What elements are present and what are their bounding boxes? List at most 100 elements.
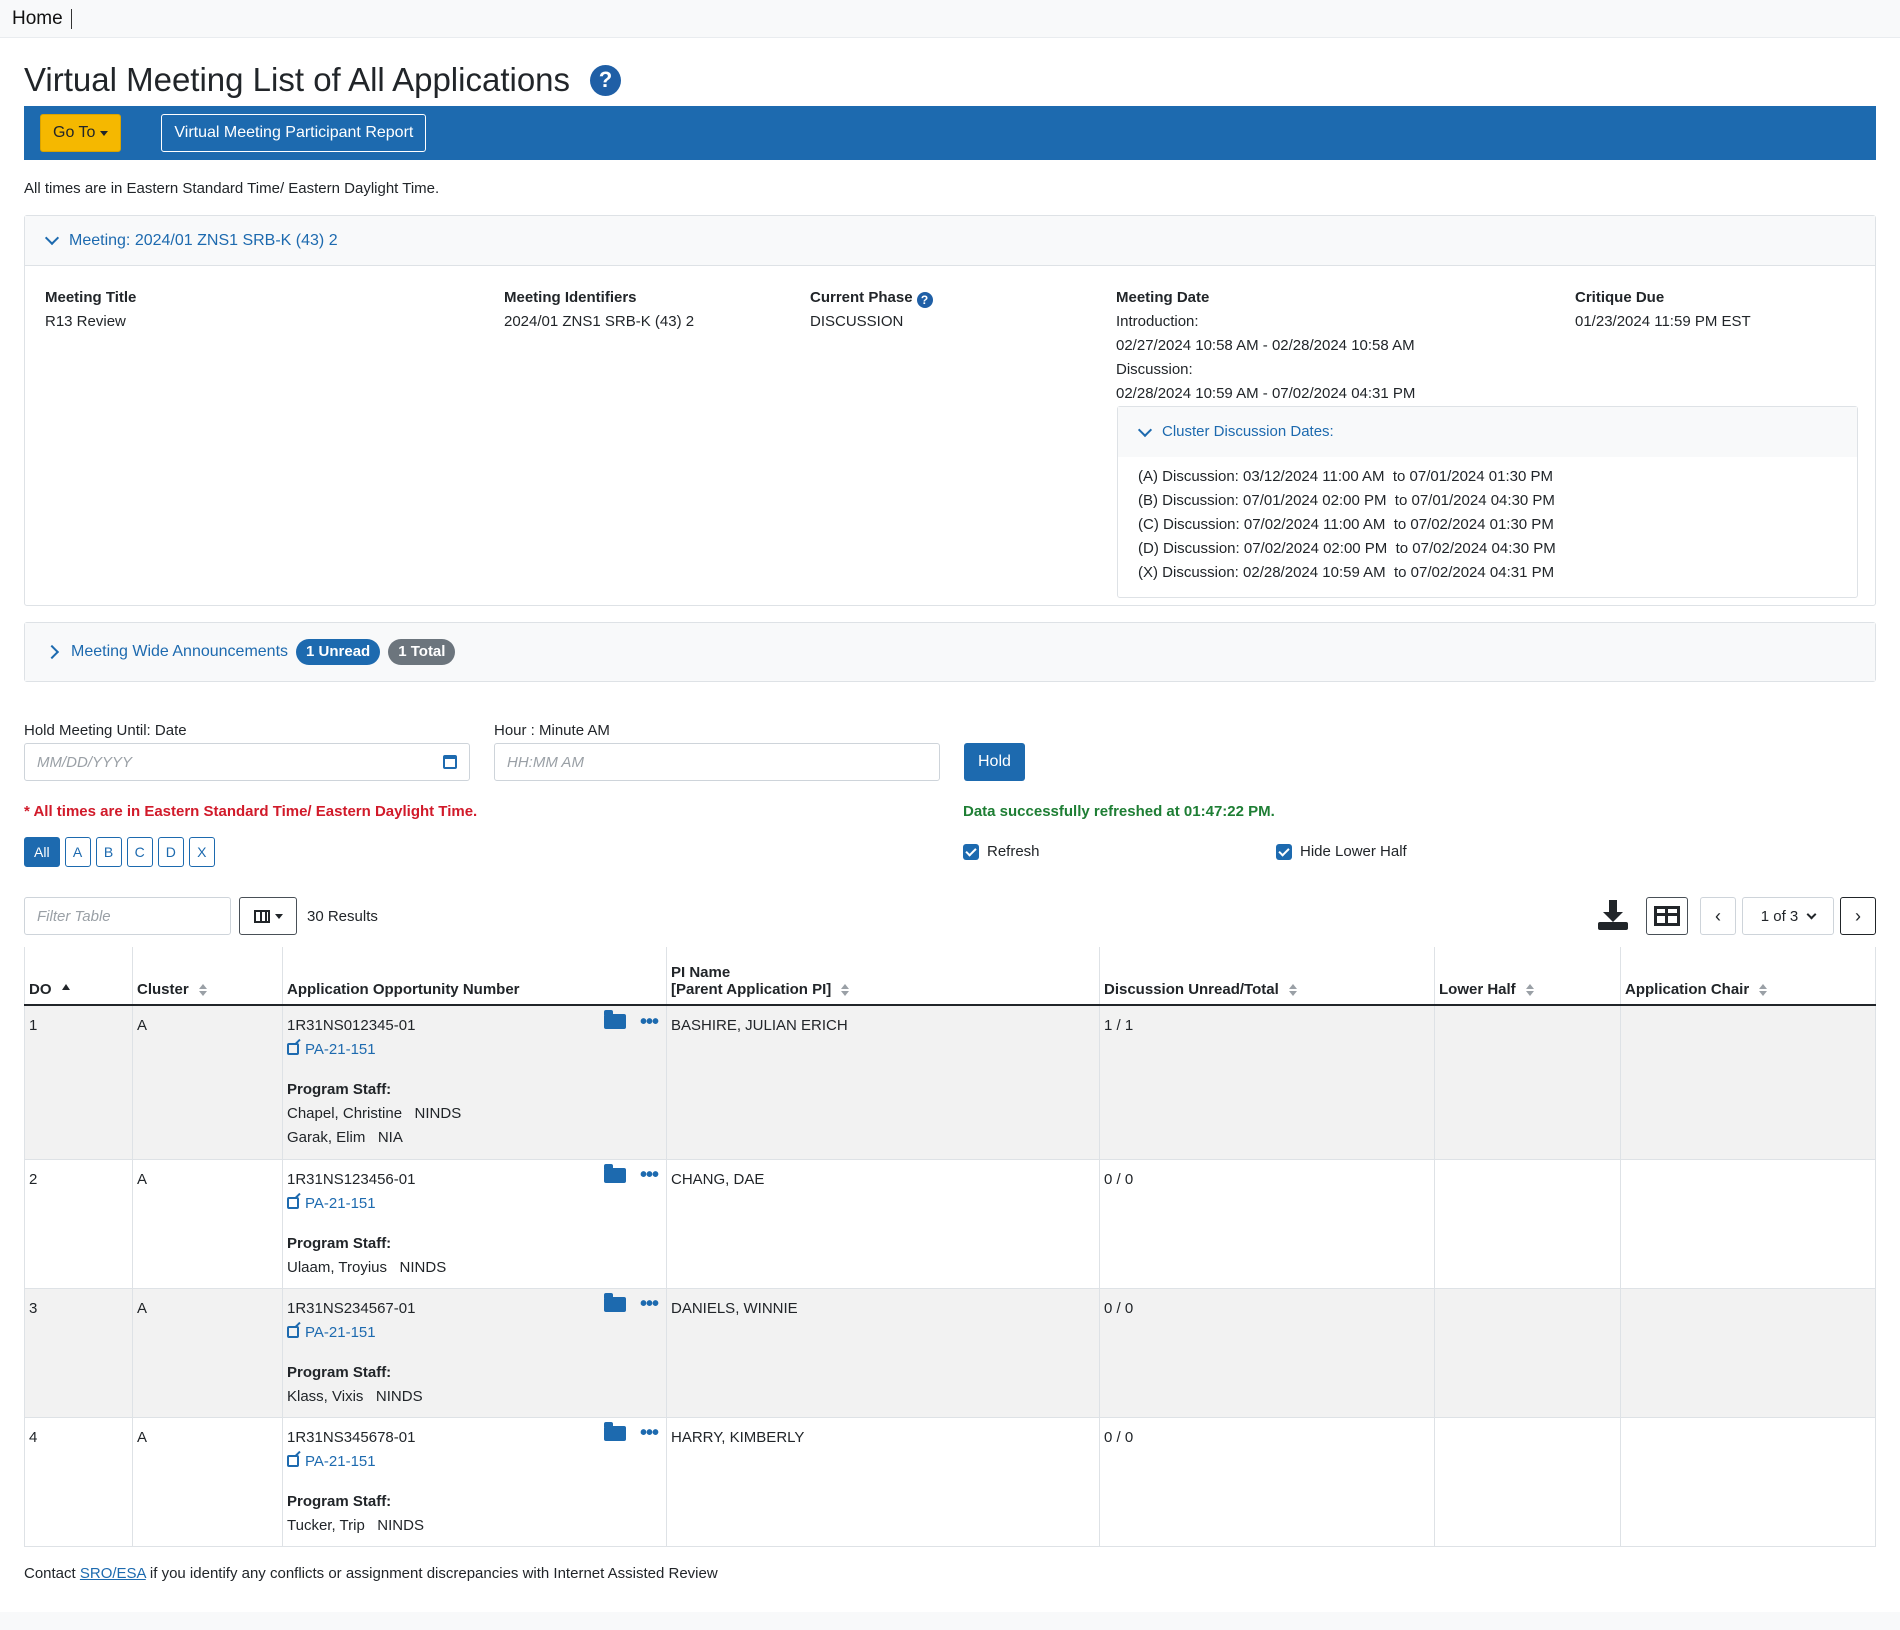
checkbox-checked-icon[interactable] bbox=[963, 843, 979, 860]
more-options-icon[interactable]: ••• bbox=[639, 1422, 659, 1444]
sort-asc-icon[interactable] bbox=[61, 984, 70, 991]
table-view-toggle[interactable] bbox=[1646, 897, 1688, 935]
sort-icon[interactable] bbox=[1759, 984, 1768, 997]
cell-lower-half bbox=[1434, 1288, 1621, 1418]
next-page-button[interactable]: › bbox=[1840, 897, 1876, 935]
folder-open-icon[interactable] bbox=[603, 1421, 626, 1441]
download-icon[interactable] bbox=[1598, 900, 1628, 932]
funding-link[interactable]: PA-21-151 bbox=[287, 1192, 662, 1216]
table-toolbar: Filter Table 30 Results ‹ 1 of 3 › bbox=[24, 897, 1876, 935]
cluster-filter-a[interactable]: A bbox=[64, 836, 91, 867]
calendar-icon[interactable] bbox=[443, 755, 457, 769]
cluster-date-item: (A) Discussion: 03/12/2024 11:00 AM to 0… bbox=[1138, 468, 1553, 485]
checkbox-checked-icon[interactable] bbox=[1276, 843, 1292, 860]
footer-suffix: if you identify any conflicts or assignm… bbox=[149, 1564, 718, 1582]
announcements-panel: Meeting Wide Announcements 1 Unread 1 To… bbox=[24, 622, 1876, 682]
cell-pi-name: CHANG, DAE bbox=[666, 1159, 1100, 1289]
program-staff-item: Tucker, Trip NINDS bbox=[287, 1516, 424, 1534]
meeting-title-value: R13 Review bbox=[45, 313, 126, 330]
col-app-chair[interactable]: Application Chair bbox=[1620, 947, 1876, 1006]
app-number: 1R31NS123456-01 bbox=[287, 1170, 416, 1188]
cluster-filter-d[interactable]: D bbox=[157, 836, 184, 867]
sro-esa-link[interactable]: SRO/ESA bbox=[79, 1564, 146, 1582]
page-title: Virtual Meeting List of All Applications bbox=[24, 61, 571, 98]
col-app-number[interactable]: Application Opportunity Number bbox=[282, 947, 667, 1006]
footer-prefix: Contact bbox=[24, 1564, 76, 1582]
cell-app-chair bbox=[1620, 1288, 1876, 1418]
cluster-filter-b[interactable]: B bbox=[95, 836, 122, 867]
cell-cluster: A bbox=[132, 1005, 283, 1160]
program-staff-label: Program Staff: bbox=[287, 1363, 392, 1381]
cell-app-number: 1R31NS012345-01 PA-21-151 Program Staff:… bbox=[282, 1005, 667, 1160]
cell-do: 2 bbox=[24, 1159, 133, 1289]
more-options-icon[interactable]: ••• bbox=[639, 1010, 659, 1033]
col-pi-label: PI Name bbox=[671, 964, 731, 981]
sort-icon[interactable] bbox=[198, 984, 207, 997]
column-picker-button[interactable] bbox=[239, 897, 297, 935]
home-link[interactable]: Home bbox=[12, 8, 72, 29]
refresh-status: Data successfully refreshed at 01:47:22 … bbox=[963, 803, 1275, 820]
table-row: 1 A 1R31NS012345-01 PA-21-151 Program St… bbox=[24, 1005, 1876, 1160]
col-cluster[interactable]: Cluster bbox=[132, 947, 283, 1006]
hold-date-input[interactable]: MM/DD/YYYY bbox=[24, 743, 470, 781]
col-lower-half[interactable]: Lower Half bbox=[1434, 947, 1621, 1006]
cluster-filter-x[interactable]: X bbox=[188, 836, 215, 867]
funding-link[interactable]: PA-21-151 bbox=[287, 1321, 662, 1345]
col-pi-name[interactable]: PI Name [Parent Application PI] bbox=[666, 947, 1100, 1006]
funding-link[interactable]: PA-21-151 bbox=[287, 1450, 662, 1474]
row-actions: ••• bbox=[603, 1163, 659, 1186]
funding-link[interactable]: PA-21-151 bbox=[287, 1038, 662, 1062]
external-link-icon bbox=[287, 1325, 299, 1338]
discussion-value: 02/28/2024 10:59 AM - 07/02/2024 04:31 P… bbox=[1116, 385, 1416, 402]
current-phase-label-text: Current Phase bbox=[810, 289, 913, 306]
cell-discussion: 1 / 1 bbox=[1099, 1005, 1435, 1160]
funding-link-label: PA-21-151 bbox=[305, 1452, 376, 1470]
col-discussion[interactable]: Discussion Unread/Total bbox=[1099, 947, 1435, 1006]
meeting-details: Meeting Title R13 Review Meeting Identif… bbox=[25, 266, 1875, 605]
hide-lower-half-checkbox[interactable]: Hide Lower Half bbox=[1276, 843, 1407, 860]
hold-date-label: Hold Meeting Until: Date bbox=[24, 722, 187, 739]
program-staff-item: Klass, Vixis NINDS bbox=[287, 1387, 423, 1405]
cluster-filter-c[interactable]: C bbox=[126, 836, 153, 867]
col-chair-label: Application Chair bbox=[1625, 981, 1750, 998]
table-row: 4 A 1R31NS345678-01 PA-21-151 Program St… bbox=[24, 1417, 1876, 1547]
cell-app-chair bbox=[1620, 1417, 1876, 1547]
cluster-filter-all[interactable]: All bbox=[24, 836, 60, 867]
hold-button[interactable]: Hold bbox=[964, 743, 1025, 781]
external-link-icon bbox=[287, 1043, 299, 1055]
participant-report-button[interactable]: Virtual Meeting Participant Report bbox=[161, 114, 427, 152]
more-options-icon[interactable]: ••• bbox=[639, 1164, 659, 1186]
cluster-dates-header[interactable]: Cluster Discussion Dates: bbox=[1118, 407, 1857, 457]
chevron-down-icon bbox=[1806, 909, 1817, 919]
sort-icon[interactable] bbox=[1525, 984, 1534, 997]
folder-open-icon[interactable] bbox=[603, 1292, 626, 1312]
hide-lower-half-label: Hide Lower Half bbox=[1300, 843, 1407, 860]
refresh-checkbox[interactable]: Refresh bbox=[963, 843, 1276, 860]
help-icon[interactable]: ? bbox=[590, 64, 622, 96]
folder-open-icon[interactable] bbox=[603, 1163, 626, 1183]
prev-page-button[interactable]: ‹ bbox=[1700, 897, 1736, 935]
meeting-panel-header[interactable]: Meeting: 2024/01 ZNS1 SRB-K (43) 2 bbox=[25, 216, 1875, 266]
folder-open-icon[interactable] bbox=[603, 1010, 626, 1029]
hold-time-input[interactable]: HH:MM AM bbox=[494, 743, 940, 781]
cell-pi-name: DANIELS, WINNIE bbox=[666, 1288, 1100, 1418]
hold-time-group: Hour : Minute AM HH:MM AM bbox=[494, 722, 940, 781]
chevron-down-icon bbox=[44, 230, 60, 246]
announcements-header[interactable]: Meeting Wide Announcements 1 Unread 1 To… bbox=[25, 623, 1875, 681]
unread-badge: 1 Unread bbox=[296, 639, 381, 665]
cell-lower-half bbox=[1434, 1005, 1621, 1160]
sort-icon[interactable] bbox=[1288, 984, 1297, 997]
current-phase-value: DISCUSSION bbox=[810, 313, 904, 330]
col-do[interactable]: DO bbox=[24, 947, 133, 1006]
critique-due-value: 01/23/2024 11:59 PM EST bbox=[1575, 313, 1751, 330]
page-select[interactable]: 1 of 3 bbox=[1742, 897, 1834, 935]
cell-lower-half bbox=[1434, 1159, 1621, 1289]
filter-table-input[interactable]: Filter Table bbox=[24, 897, 231, 935]
caret-down-icon bbox=[100, 130, 109, 136]
columns-icon bbox=[253, 909, 270, 923]
cell-app-number: 1R31NS234567-01 PA-21-151 Program Staff:… bbox=[282, 1288, 667, 1418]
phase-help-icon[interactable]: ? bbox=[916, 292, 933, 308]
go-to-button[interactable]: Go To bbox=[40, 114, 122, 152]
sort-icon[interactable] bbox=[841, 984, 850, 997]
more-options-icon[interactable]: ••• bbox=[639, 1293, 659, 1315]
